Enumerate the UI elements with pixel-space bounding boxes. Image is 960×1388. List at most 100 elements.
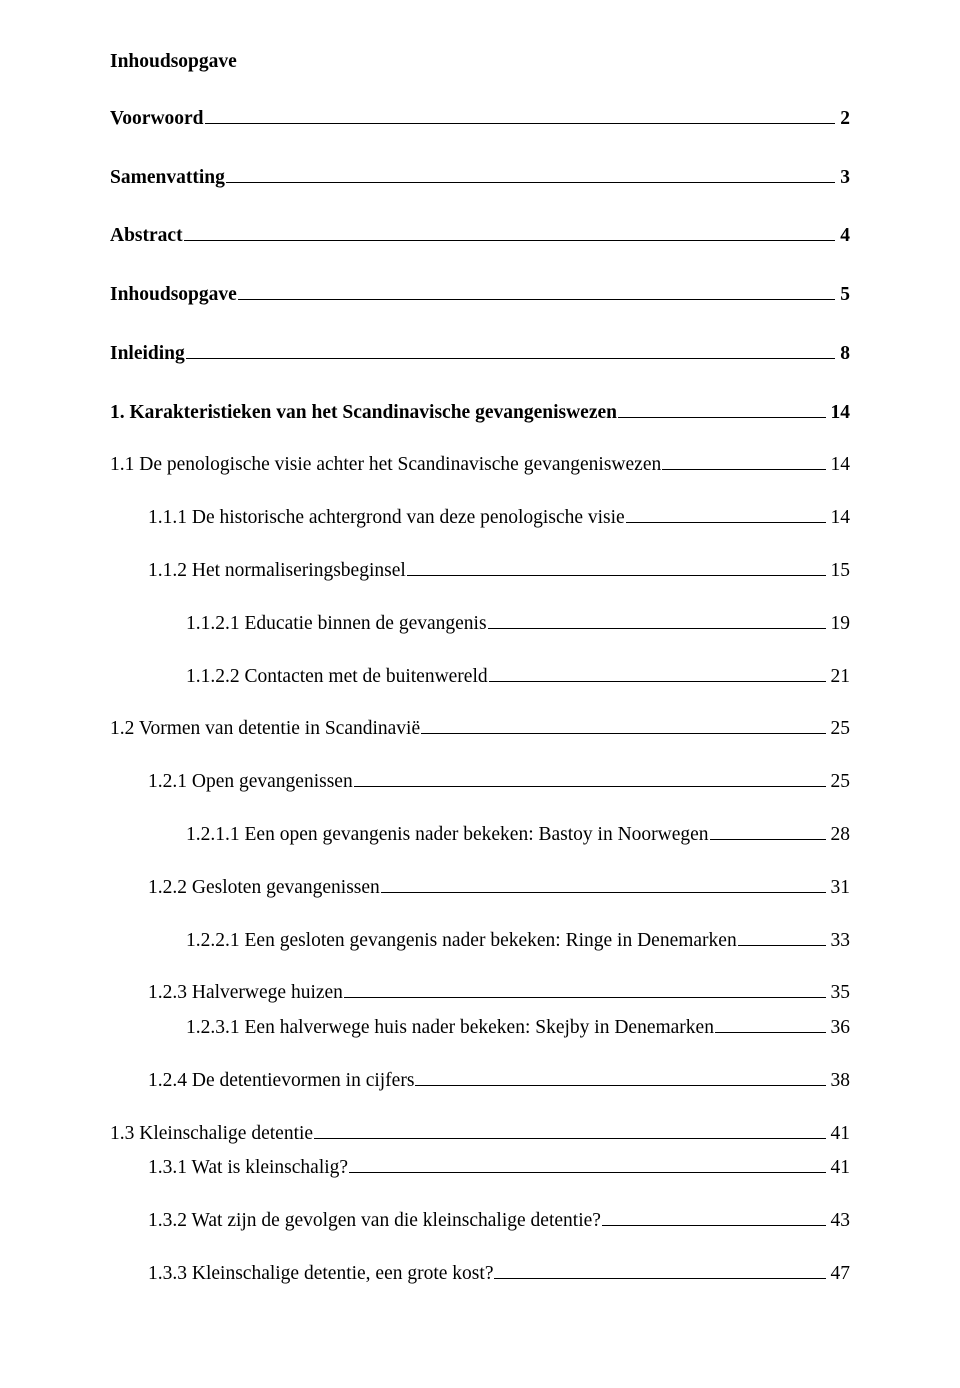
- spacer: [110, 955, 850, 979]
- toc-entry: 1.1.2 Het normaliseringsbeginsel15: [148, 557, 850, 586]
- toc-entry: 1. Karakteristieken van het Scandinavisc…: [110, 398, 850, 427]
- toc-leader-line: [662, 451, 825, 471]
- toc-entry-label: 1.3.3 Kleinschalige detentie, een grote …: [148, 1260, 493, 1288]
- toc-entry: 1.1.1 De historische achtergrond van dez…: [148, 504, 850, 533]
- toc-entry-page: 31: [827, 874, 851, 902]
- toc-entry: 1.3.2 Wat zijn de gevolgen van die klein…: [148, 1207, 850, 1236]
- toc-leader-line: [349, 1154, 825, 1174]
- toc-entry: 1.2.1 Open gevangenissen 25: [148, 768, 850, 797]
- toc-leader-line: [344, 979, 826, 999]
- spacer: [110, 744, 850, 768]
- toc-entry-page: 28: [827, 821, 851, 849]
- toc-list: Voorwoord2 Samenvatting 3 Abstract4 Inhoudso…: [110, 104, 850, 1288]
- toc-entry-label: 1.2.3 Halverwege huizen: [148, 979, 343, 1007]
- spacer: [110, 309, 850, 339]
- toc-entry: 1.1 De penologische visie achter het Sca…: [110, 451, 850, 480]
- toc-leader-line: [738, 926, 826, 946]
- toc-entry: 1.2.2.1 Een gesloten gevangenis nader be…: [186, 926, 850, 955]
- toc-entry-label: 1.3.2 Wat zijn de gevolgen van die klein…: [148, 1207, 601, 1235]
- toc-entry-label: 1.2.2 Gesloten gevangenissen: [148, 874, 380, 902]
- spacer: [110, 192, 850, 222]
- toc-entry-page: 3: [836, 164, 850, 192]
- toc-entry: 1.3.3 Kleinschalige detentie, een grote …: [148, 1259, 850, 1288]
- toc-leader-line: [415, 1066, 825, 1086]
- toc-entry-label: 1.2.2.1 Een gesloten gevangenis nader be…: [186, 927, 737, 955]
- toc-entry-label: 1.3 Kleinschalige detentie: [110, 1120, 313, 1148]
- toc-leader-line: [626, 504, 826, 524]
- spacer: [110, 1183, 850, 1207]
- toc-entry-page: 25: [827, 715, 851, 743]
- toc-entry-label: 1.2.4 De detentievormen in cijfers: [148, 1067, 414, 1095]
- toc-leader-line: [238, 281, 835, 301]
- toc-entry-label: 1. Karakteristieken van het Scandinavisc…: [110, 399, 617, 427]
- toc-leader-line: [710, 820, 826, 840]
- toc-entry-label: 1.1.2.1 Educatie binnen de gevangenis: [186, 610, 487, 638]
- toc-entry-page: 14: [827, 399, 851, 427]
- spacer: [110, 1235, 850, 1259]
- spacer: [110, 480, 850, 504]
- toc-leader-line: [186, 339, 835, 359]
- toc-entry-page: 47: [827, 1260, 851, 1288]
- spacer: [110, 533, 850, 557]
- page-title: Inhoudsopgave: [110, 48, 850, 76]
- toc-entry-label: Samenvatting: [110, 164, 225, 192]
- toc-entry-page: 35: [827, 979, 851, 1007]
- toc-entry-label: 1.2.1.1 Een open gevangenis nader bekeke…: [186, 821, 709, 849]
- toc-entry: 1.3 Kleinschalige detentie41: [110, 1119, 850, 1148]
- toc-entry-label: Abstract: [110, 222, 183, 250]
- toc-entry-page: 41: [827, 1154, 851, 1182]
- toc-leader-line: [602, 1207, 826, 1227]
- toc-leader-line: [407, 557, 826, 577]
- toc-leader-line: [618, 398, 826, 418]
- toc-entry-page: 21: [827, 663, 851, 691]
- toc-leader-line: [494, 1259, 825, 1279]
- toc-entry-label: 1.2.1 Open gevangenissen: [148, 768, 353, 796]
- toc-entry-page: 14: [827, 504, 851, 532]
- toc-entry: Inhoudsopgave 5: [110, 281, 850, 310]
- toc-entry-page: 14: [827, 451, 851, 479]
- toc-entry-page: 2: [836, 105, 850, 133]
- toc-leader-line: [314, 1119, 825, 1139]
- toc-entry-page: 19: [827, 610, 851, 638]
- spacer: [110, 1042, 850, 1066]
- toc-leader-line: [715, 1014, 826, 1034]
- toc-entry: Inleiding 8: [110, 339, 850, 368]
- toc-entry: 1.3.1 Wat is kleinschalig? 41: [148, 1154, 850, 1183]
- toc-entry: 1.2.3.1 Een halverwege huis nader bekeke…: [186, 1014, 850, 1043]
- toc-entry-label: 1.2 Vormen van detentie in Scandinavië: [110, 715, 420, 743]
- toc-leader-line: [421, 715, 825, 735]
- toc-entry: 1.2.4 De detentievormen in cijfers38: [148, 1066, 850, 1095]
- spacer: [110, 691, 850, 715]
- toc-entry-label: 1.1.2.2 Contacten met de buitenwereld: [186, 663, 488, 691]
- spacer: [110, 796, 850, 820]
- toc-entry: Voorwoord2: [110, 104, 850, 133]
- toc-entry: Samenvatting 3: [110, 163, 850, 192]
- toc-entry: 1.2.1.1 Een open gevangenis nader bekeke…: [186, 820, 850, 849]
- spacer: [110, 849, 850, 873]
- toc-leader-line: [488, 609, 826, 629]
- toc-entry-page: 25: [827, 768, 851, 796]
- toc-entry-label: 1.3.1 Wat is kleinschalig?: [148, 1154, 348, 1182]
- toc-entry-label: Inleiding: [110, 340, 185, 368]
- toc-entry: 1.2 Vormen van detentie in Scandinavië 25: [110, 715, 850, 744]
- toc-entry: 1.2.2 Gesloten gevangenissen 31: [148, 873, 850, 902]
- toc-entry-page: 15: [827, 557, 851, 585]
- toc-leader-line: [489, 662, 826, 682]
- toc-leader-line: [381, 873, 826, 893]
- toc-leader-line: [226, 163, 835, 183]
- spacer: [110, 585, 850, 609]
- spacer: [110, 427, 850, 451]
- toc-entry-label: Inhoudsopgave: [110, 281, 237, 309]
- toc-entry-page: 33: [827, 927, 851, 955]
- toc-entry: 1.2.3 Halverwege huizen 35: [148, 979, 850, 1008]
- toc-leader-line: [354, 768, 826, 788]
- toc-leader-line: [205, 104, 836, 124]
- toc-entry-page: 8: [836, 340, 850, 368]
- toc-entry-label: 1.1.1 De historische achtergrond van dez…: [148, 504, 625, 532]
- spacer: [110, 638, 850, 662]
- toc-leader-line: [184, 222, 836, 242]
- toc-entry-page: 5: [836, 281, 850, 309]
- toc-entry: 1.1.2.2 Contacten met de buitenwereld 21: [186, 662, 850, 691]
- spacer: [110, 368, 850, 398]
- toc-entry: Abstract4: [110, 222, 850, 251]
